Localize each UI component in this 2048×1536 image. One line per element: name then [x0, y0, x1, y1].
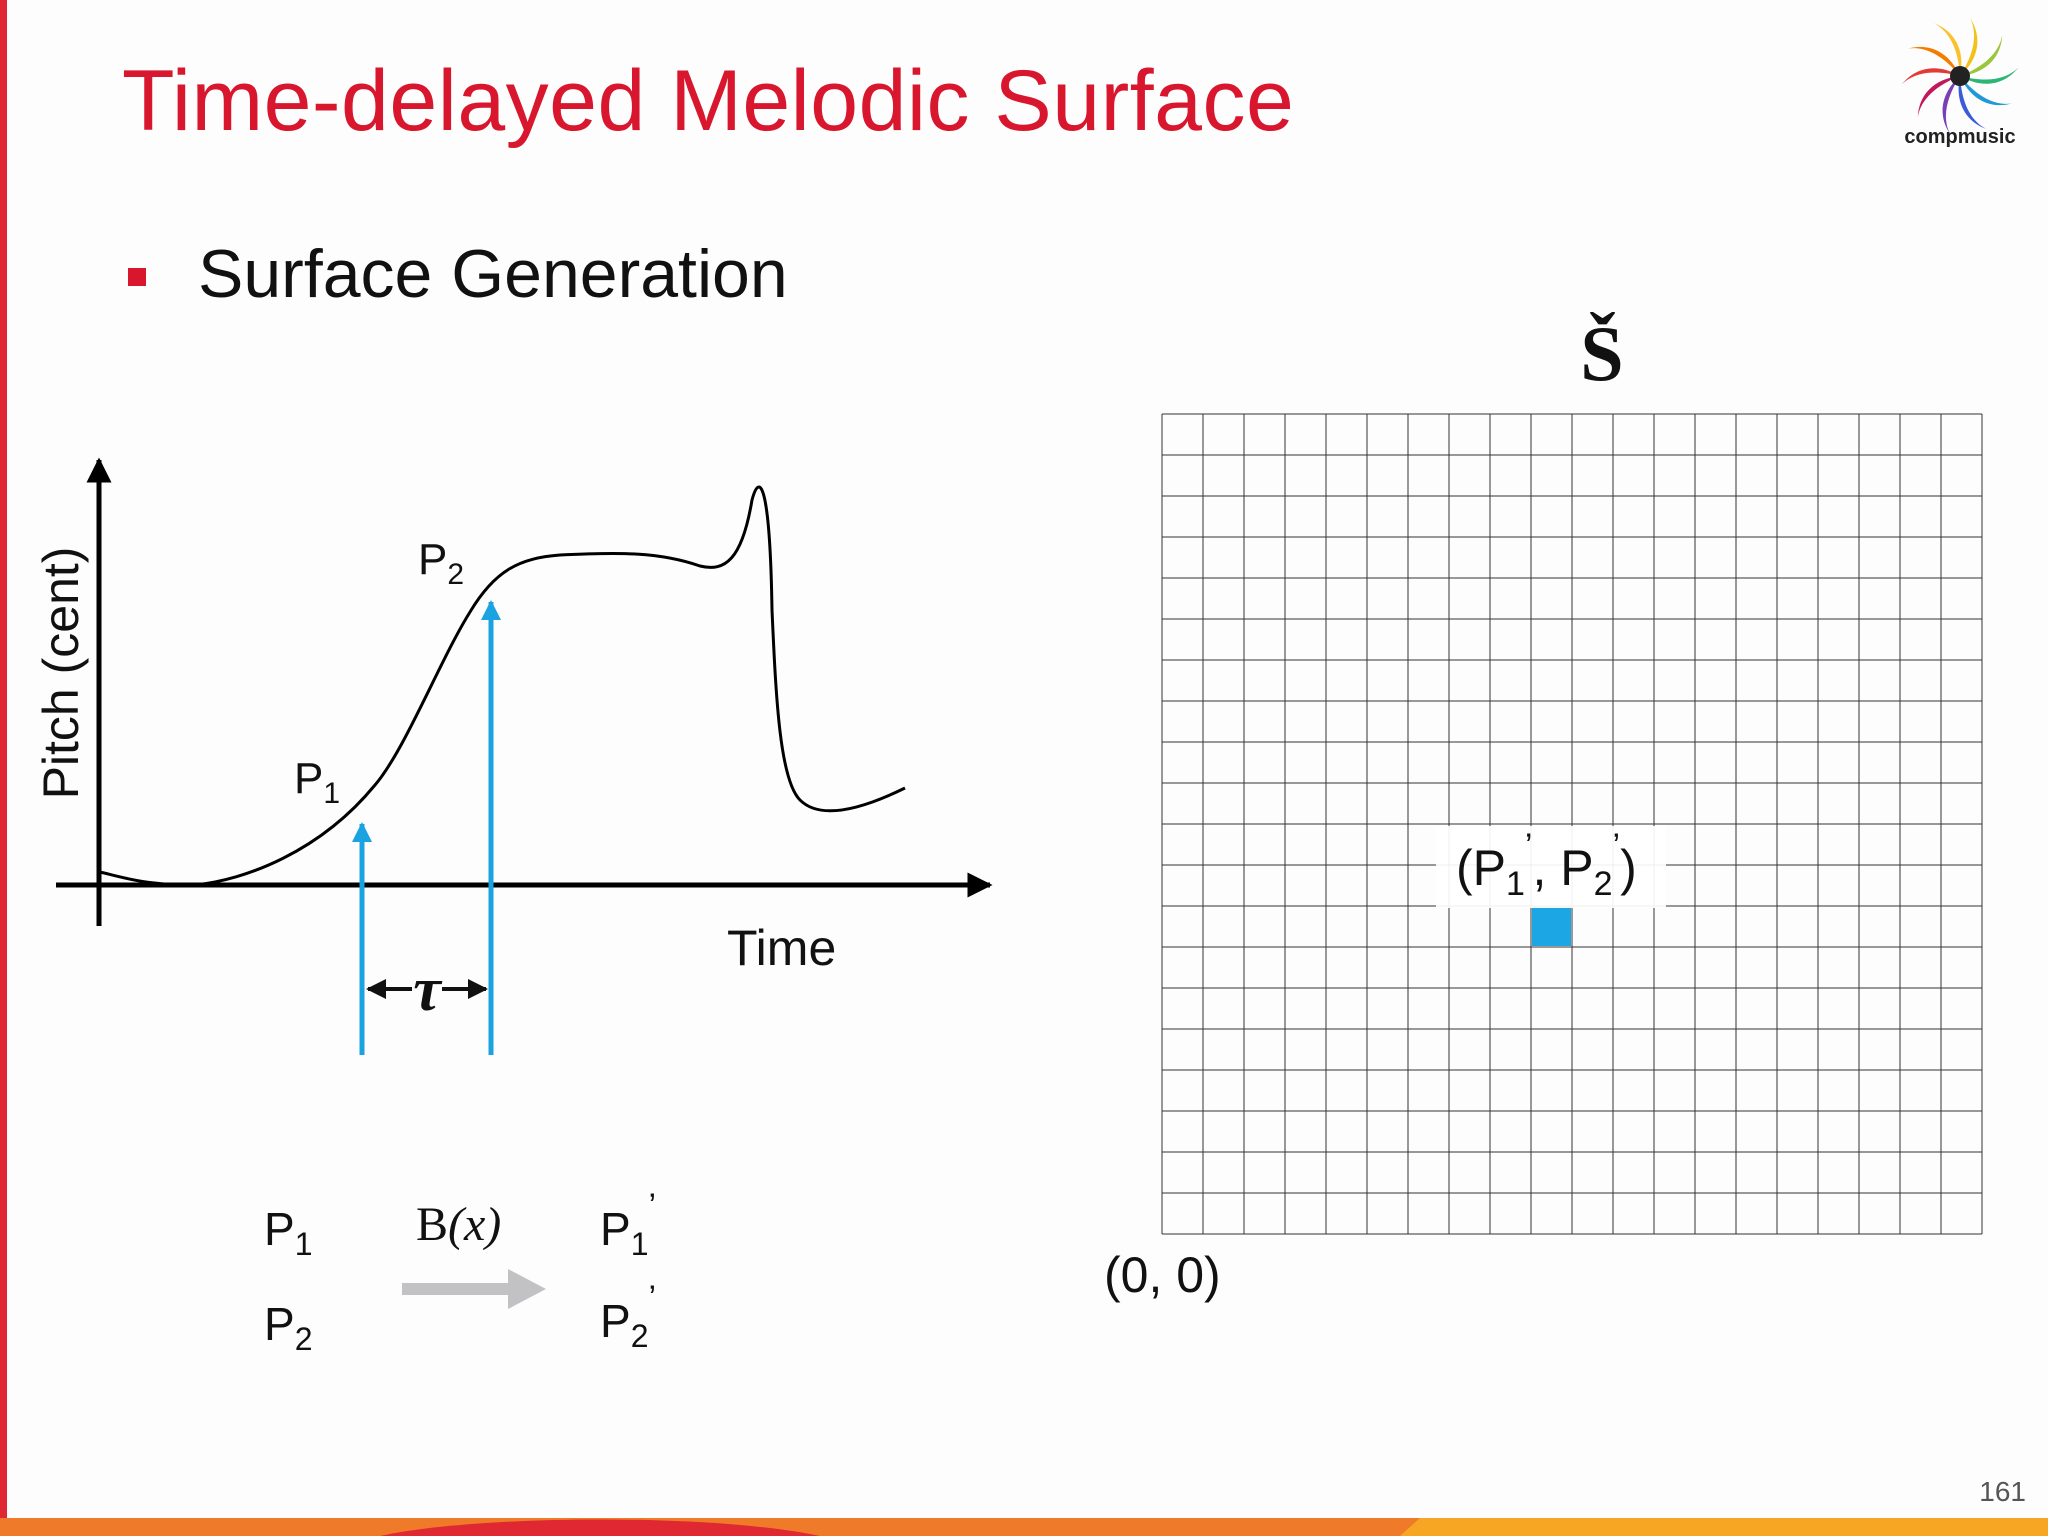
mapping-arrow-shaft: [402, 1283, 510, 1295]
p1-label: P1: [294, 754, 340, 810]
compmusic-logo-icon: [1901, 18, 2019, 134]
surface-grid: [1161, 413, 1983, 1235]
highlight-label: (P1’, P2’): [1456, 827, 1637, 903]
y-axis-label: Pitch (cent): [33, 547, 89, 800]
input-p2: P2: [264, 1298, 312, 1357]
tau-symbol: τ: [413, 956, 443, 1024]
p2-label: P2: [418, 535, 464, 591]
mapping-function: P1 P2 B(x) P1’ P2’: [264, 1187, 656, 1357]
surface-panel: Š (P1’, P2’) (0, 0): [1104, 310, 1983, 1303]
slide-title: Time-delayed Melodic Surface: [122, 53, 1295, 149]
mapping-arrow-head: [508, 1269, 546, 1309]
output-p2: P2’: [600, 1279, 656, 1354]
bottom-decor-bar: [0, 1518, 2048, 1536]
function-label: B(x): [416, 1198, 501, 1251]
surface-symbol: Š: [1580, 310, 1623, 397]
x-axis-label: Time: [727, 920, 836, 976]
bullet-surface-generation: Surface Generation: [198, 236, 788, 312]
origin-label: (0, 0): [1104, 1247, 1221, 1303]
pitch-plot: τ Pitch (cent) Time P1 P2: [33, 457, 993, 1055]
slide-left-edge: [0, 0, 7, 1536]
highlight-label-backdrop: [1436, 826, 1666, 908]
pitch-contour: [99, 485, 906, 887]
highlighted-cell: [1532, 907, 1571, 946]
bullet-marker: [128, 268, 146, 286]
output-p1: P1’: [600, 1187, 656, 1262]
page-number: 161: [1979, 1476, 2026, 1507]
logo-text: compmusic: [1904, 126, 2016, 148]
input-p1: P1: [264, 1203, 312, 1262]
